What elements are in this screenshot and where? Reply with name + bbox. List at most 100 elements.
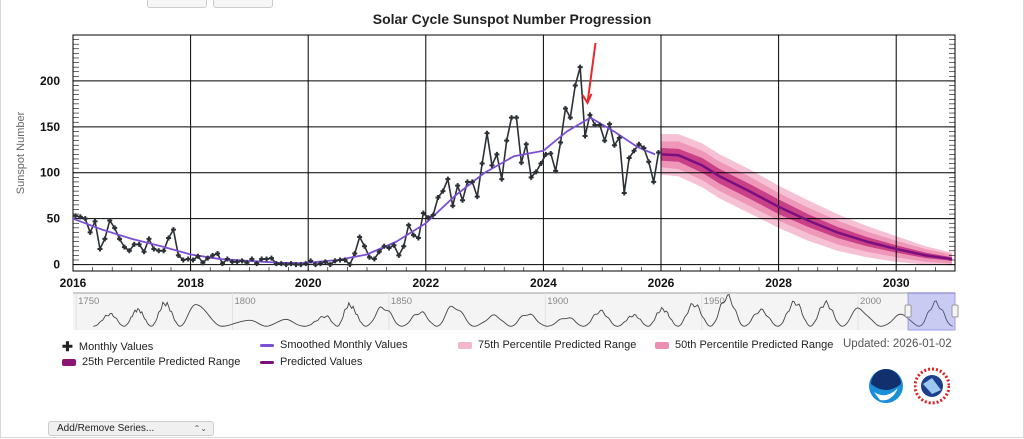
legend-p75[interactable]: 75th Percentile Predicted Range [458, 339, 636, 351]
monthly-point [185, 256, 191, 262]
monthly-point [131, 241, 137, 247]
monthly-point [156, 248, 162, 254]
monthly-point [264, 256, 270, 262]
monthly-point [435, 195, 441, 201]
swatch-icon [458, 341, 472, 349]
navigator-tick-label: 1750 [78, 296, 99, 307]
monthly-point [474, 194, 480, 200]
monthly-point [180, 257, 186, 263]
monthly-point [386, 245, 392, 251]
legend-monthly[interactable]: ✚ Monthly Values [62, 339, 153, 355]
monthly-point [313, 262, 319, 268]
select-label: Add/Remove Series... [57, 423, 155, 434]
navigator-handle[interactable] [951, 304, 959, 318]
monthly-point [117, 236, 123, 242]
monthly-point [352, 251, 358, 257]
y-tick-label: 150 [40, 120, 60, 134]
x-tick-label: 2030 [883, 276, 910, 290]
monthly-point [215, 251, 221, 257]
monthly-point [82, 216, 88, 222]
plus-marker-icon: ✚ [62, 339, 73, 354]
legend-p25[interactable]: 25th Percentile Predicted Range [62, 356, 240, 368]
navigator-tick-label: 2000 [860, 296, 881, 307]
monthly-point [322, 259, 328, 265]
monthly-point [229, 259, 235, 265]
monthly-point [401, 243, 407, 249]
navigator-selection[interactable] [907, 292, 956, 331]
monthly-point [92, 218, 98, 224]
monthly-point [366, 254, 372, 260]
monthly-point [440, 188, 446, 194]
monthly-point [533, 169, 539, 175]
monthly-point [219, 261, 225, 267]
swatch-icon [62, 358, 76, 366]
monthly-point [460, 197, 466, 203]
monthly-point [651, 179, 657, 185]
chart-title: Solar Cycle Sunspot Number Progression [373, 11, 652, 27]
x-tick-label: 2028 [765, 276, 792, 290]
monthly-point [656, 150, 662, 156]
monthly-point [293, 262, 299, 268]
monthly-point [97, 246, 103, 252]
monthly-point [396, 252, 402, 258]
monthly-point [200, 260, 206, 266]
monthly-point [224, 256, 230, 262]
monthly-point [430, 212, 436, 218]
monthly-point [445, 176, 451, 182]
navigator-tick-label: 1950 [704, 296, 725, 307]
band-75th [661, 134, 953, 266]
monthly-point [567, 115, 573, 121]
monthly-point [558, 139, 564, 145]
add-remove-series-select[interactable]: Add/Remove Series... ⌃⌄ [48, 421, 214, 436]
navigator-handle[interactable] [904, 304, 912, 318]
monthly-point [415, 235, 421, 241]
monthly-point [489, 162, 495, 168]
navigator-background [73, 293, 955, 330]
smoothed-values-line [72, 116, 656, 265]
red-arrow-head [581, 93, 593, 106]
legend-p50[interactable]: 50th Percentile Predicted Range [655, 339, 833, 351]
monthly-point [391, 242, 397, 248]
toolbar-button-1[interactable] [147, 0, 207, 8]
monthly-point [161, 248, 167, 254]
navigator-tick-label: 1800 [235, 296, 256, 307]
monthly-point [87, 229, 93, 235]
monthly-point [538, 161, 544, 167]
legend-predicted[interactable]: Predicted Values [260, 356, 362, 368]
y-tick-label: 200 [40, 74, 60, 88]
updown-chevron-icon: ⌃⌄ [193, 424, 207, 433]
monthly-point [234, 259, 240, 265]
monthly-point [102, 236, 108, 242]
legend-label: 75th Percentile Predicted Range [478, 339, 637, 351]
monthly-point [273, 261, 279, 267]
legend-label: 50th Percentile Predicted Range [675, 339, 834, 351]
monthly-point [636, 141, 642, 147]
monthly-point [504, 138, 510, 144]
nws-logo [914, 367, 950, 405]
monthly-point [616, 135, 622, 141]
x-tick-label: 2026 [648, 276, 675, 290]
monthly-point [641, 145, 647, 151]
monthly-values-line [75, 66, 660, 266]
monthly-point [347, 262, 353, 268]
toolbar-button-2[interactable] [213, 0, 273, 8]
updated-date: Updated: 2026-01-02 [843, 338, 952, 350]
noaa-logo [869, 369, 903, 403]
monthly-point [587, 112, 593, 118]
legend-label: Smoothed Monthly Values [280, 339, 408, 351]
monthly-point [523, 141, 529, 147]
monthly-point [381, 243, 387, 249]
monthly-point [607, 121, 613, 127]
legend-label: 25th Percentile Predicted Range [82, 356, 241, 368]
monthly-point [259, 256, 265, 262]
monthly-point [543, 151, 549, 157]
monthly-point [357, 234, 363, 240]
monthly-point [582, 133, 588, 139]
legend-smoothed[interactable]: Smoothed Monthly Values [260, 339, 408, 351]
monthly-point [450, 203, 456, 209]
swatch-icon [655, 341, 669, 349]
monthly-point [621, 190, 627, 196]
monthly-point [548, 150, 554, 156]
monthly-point [553, 168, 559, 174]
sunspot-chart: Solar Cycle Sunspot Number Progression S… [15, 11, 959, 331]
